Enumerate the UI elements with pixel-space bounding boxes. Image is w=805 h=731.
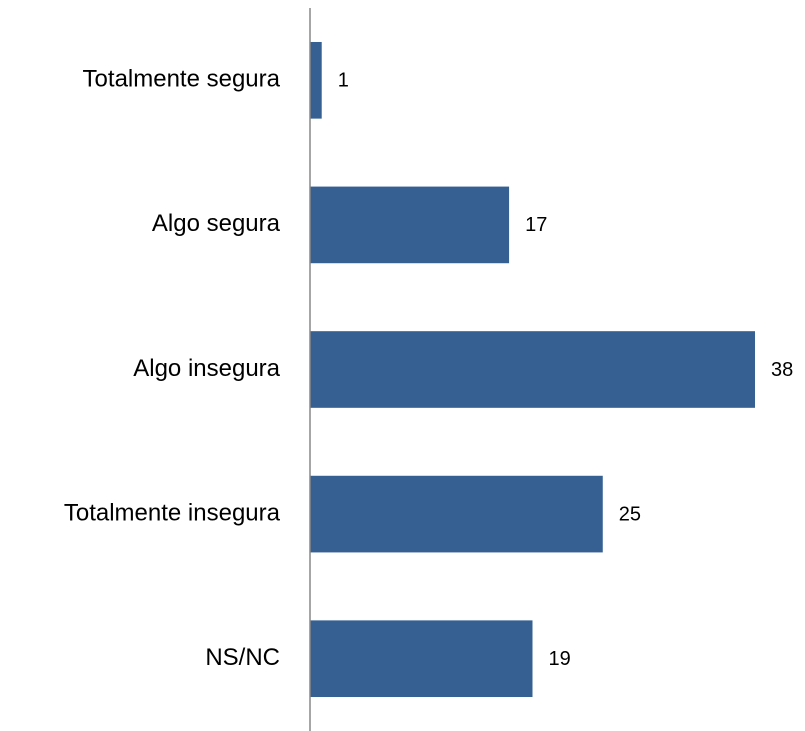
category-label: Algo segura [152, 210, 281, 237]
bar [310, 331, 755, 408]
category-label: Algo insegura [133, 355, 280, 382]
bar [310, 620, 533, 698]
bar [310, 475, 603, 553]
value-label: 38 [771, 359, 793, 381]
bar [310, 186, 510, 264]
category-label: Totalmente segura [83, 66, 281, 93]
value-label: 1 [338, 70, 349, 92]
value-label: 17 [525, 214, 547, 236]
bar [310, 41, 322, 119]
category-label: Totalmente insegura [64, 499, 281, 526]
category-label: NS/NC [205, 644, 280, 671]
value-label: 19 [549, 648, 571, 670]
value-label: 25 [619, 503, 641, 525]
